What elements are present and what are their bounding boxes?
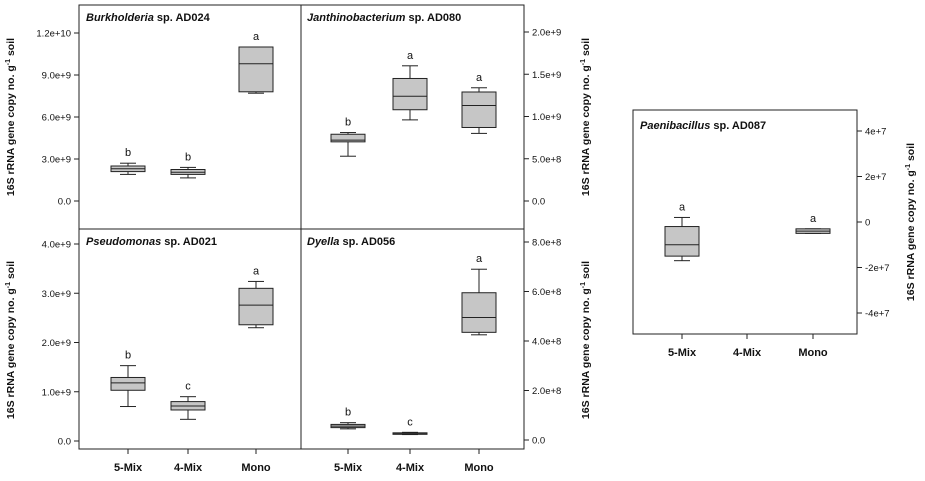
y-axis-label-sup: -1 [580,282,587,288]
x-tick-label: 4-Mix [733,347,762,359]
box-body [330,133,366,143]
y-tick-label: 1.0e+9 [532,112,561,123]
y-axis-label-left-top: 16S rRNA gene copy no. g-1 soil [5,38,17,196]
y-axis-label-text: 16S rRNA gene copy no. g [5,65,17,196]
y-tick-label: 2.0e+9 [42,338,71,349]
right-panel-frame [632,109,858,335]
y-axis-label-right-bottom: 16S rRNA gene copy no. g-1 soil [580,261,592,419]
panel-title-species: Paenibacillus [640,120,710,132]
box-body [238,46,274,93]
panel-title-species: Burkholderia [86,12,154,24]
x-tick-label: 4-Mix [396,462,425,474]
y-tick-label: -4e+7 [865,309,890,320]
y-axis-label-text: 16S rRNA gene copy no. g [905,170,917,301]
x-tick-label: 4-Mix [174,462,203,474]
box-body [110,376,146,391]
y-axis-label-sup: -1 [5,59,12,65]
significance-letter: a [253,265,260,277]
y-tick-label: 5.0e+8 [532,154,561,165]
box-body [461,292,497,333]
y-tick-label: 1.5e+9 [532,70,561,81]
panel-title-species: Dyella [307,236,339,248]
y-tick-label: 2.0e+9 [532,28,561,39]
panel-title-species: Pseudomonas [86,236,161,248]
significance-letter: a [476,72,483,84]
y-tick-label: 4.0e+8 [532,337,561,348]
significance-letter: b [125,350,131,362]
y-tick-label: 6.0e+9 [42,113,71,124]
y-axis-label-text: 16S rRNA gene copy no. g [580,288,592,419]
y-tick-label: 0.0 [58,437,71,448]
panel-title-burkholderia: Burkholderia sp. AD024 [86,12,211,24]
panel-title-pseudomonas: Pseudomonas sp. AD021 [86,236,217,248]
y-tick-label: 1.2e+10 [36,29,71,40]
y-tick-label: 1.0e+9 [42,387,71,398]
y-axis-label-end: soil [905,143,917,164]
y-axis-label-right-top: 16S rRNA gene copy no. g-1 soil [580,38,592,196]
y-tick-label: 4e+7 [865,127,886,138]
panel-title-rest: sp. AD021 [161,236,217,248]
y-tick-label: 8.0e+8 [532,238,561,249]
panel-title-dyella: Dyella sp. AD056 [307,236,395,248]
y-tick-label: 0.0 [532,436,545,447]
panel-title-paenibacillus: Paenibacillus sp. AD087 [640,120,766,132]
panel-title-rest: sp. AD080 [405,12,461,24]
y-axis-label-end: soil [5,38,17,59]
x-tick-label: Mono [464,462,494,474]
y-axis-label-text: 16S rRNA gene copy no. g [580,65,592,196]
y-tick-label: 0.0 [58,197,71,208]
x-tick-label: Mono [798,347,828,359]
y-axis-label-sup: -1 [5,282,12,288]
significance-letter: a [679,201,686,213]
y-axis-label-end: soil [580,38,592,59]
y-tick-label: 0 [865,218,870,229]
y-axis-label-sup: -1 [905,164,912,170]
y-tick-label: 3.0e+9 [42,155,71,166]
panel-title-species: Janthinobacterium [307,12,406,24]
significance-letter: c [407,416,413,428]
y-axis-label-left-bottom: 16S rRNA gene copy no. g-1 soil [5,261,17,419]
significance-letter: a [810,213,817,225]
y-tick-label: 4.0e+9 [42,240,71,251]
significance-letter: a [407,50,414,62]
y-tick-label: 6.0e+8 [532,287,561,298]
significance-letter: b [185,151,191,163]
box-body [392,77,428,111]
y-tick-label: 2e+7 [865,172,886,183]
significance-letter: b [345,407,351,419]
chart-marks: 0.0 3.0e+9 6.0e+9 9.0e+9 1.2e+10 b b a 0.0 5.0e+8… [36,28,889,475]
y-axis-label-text: 16S rRNA gene copy no. g [5,288,17,419]
panel-title-rest: sp. AD087 [710,120,766,132]
y-axis-label-paenibacillus: 16S rRNA gene copy no. g-1 soil [905,143,917,301]
y-tick-label: 9.0e+9 [42,71,71,82]
box-body [238,287,274,326]
significance-letter: a [476,253,483,265]
y-tick-label: 2.0e+8 [532,386,561,397]
significance-letter: b [345,117,351,129]
x-tick-label: Mono [241,462,271,474]
y-tick-label: -2e+7 [865,263,890,274]
x-tick-label: 5-Mix [334,462,363,474]
panel-title-rest: sp. AD056 [339,236,395,248]
y-tick-label: 0.0 [532,197,545,208]
significance-letter: c [185,381,191,393]
panel-title-janthinobacterium: Janthinobacterium sp. AD080 [307,12,461,24]
y-axis-label-end: soil [5,261,17,282]
significance-letter: a [253,31,260,43]
box-body [664,226,700,257]
x-tick-label: 5-Mix [114,462,143,474]
x-tick-label: 5-Mix [668,347,697,359]
panel-title-rest: sp. AD024 [154,12,211,24]
box-body [461,91,497,128]
significance-letter: b [125,147,131,159]
y-axis-label-end: soil [580,261,592,282]
y-axis-label-sup: -1 [580,59,587,65]
y-tick-label: 3.0e+9 [42,289,71,300]
